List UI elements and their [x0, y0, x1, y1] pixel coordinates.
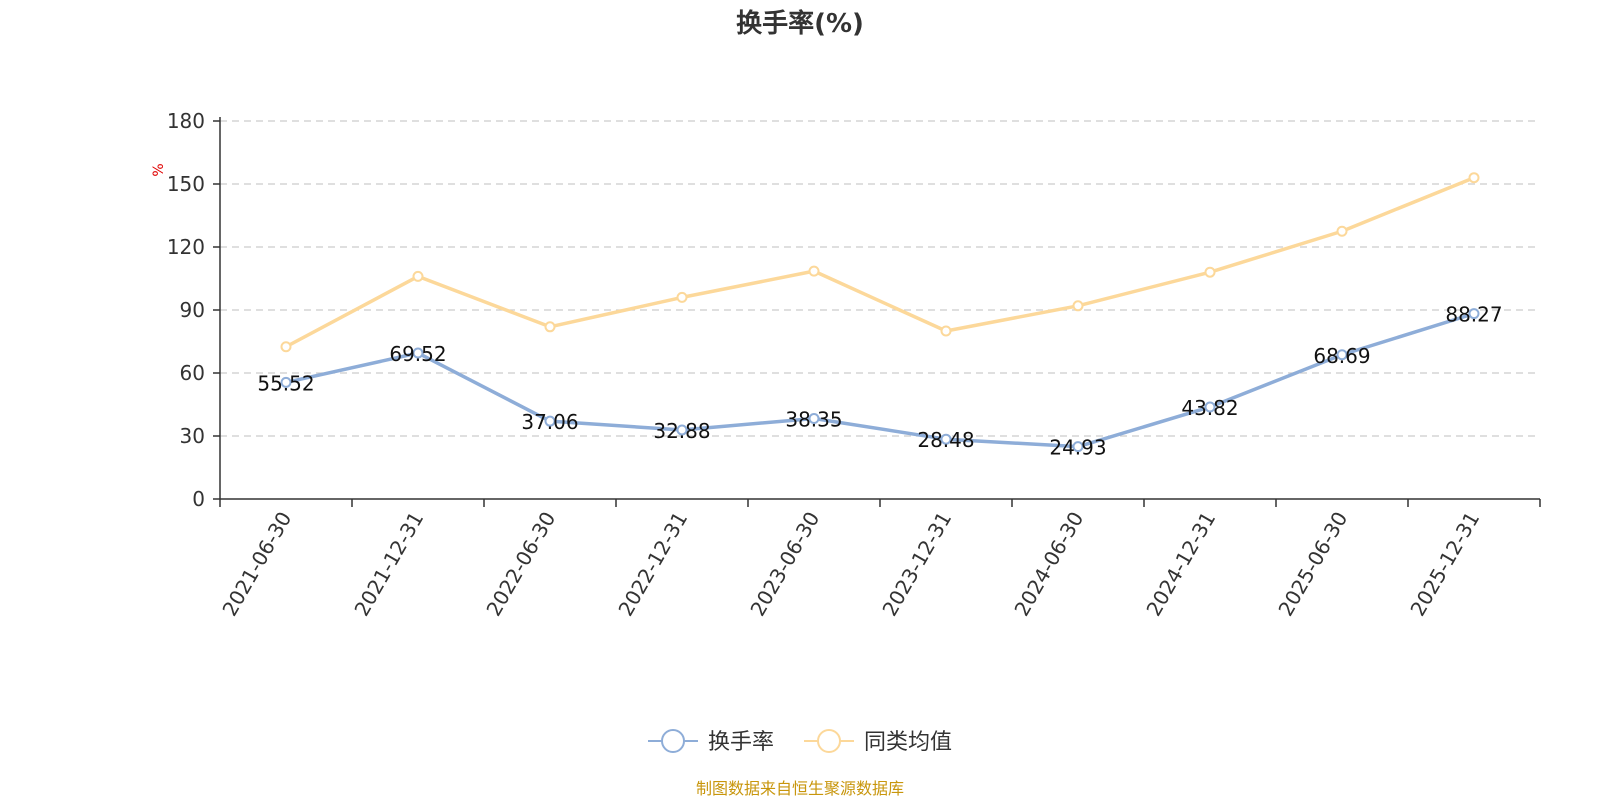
data-label: 88.27	[1445, 303, 1502, 327]
data-point	[940, 433, 952, 445]
data-label: 28.48	[917, 428, 974, 452]
data-point	[1204, 401, 1216, 413]
legend-label: 换手率	[708, 730, 774, 755]
axes	[219, 117, 1540, 500]
x-tick-label: 2025-12-31	[1405, 508, 1484, 621]
data-point	[544, 415, 556, 427]
data-point	[280, 376, 292, 388]
data-point	[544, 321, 556, 333]
data-point	[1336, 225, 1348, 237]
x-tick-label: 2022-12-31	[613, 508, 692, 621]
data-label: 43.82	[1181, 396, 1238, 420]
legend-label: 同类均值	[864, 730, 952, 755]
series-1-labels: 55.52 69.52 37.06 32.88 38.35 28.48 24.93 43.82…	[257, 303, 1502, 460]
series-group: 55.52 69.52 37.06 32.88 38.35 28.48 24.93 43.82…	[257, 172, 1503, 460]
y-tick-label: 30	[180, 424, 205, 448]
legend-marker	[661, 729, 685, 753]
data-point	[676, 291, 688, 303]
data-label: 37.06	[521, 410, 578, 434]
series-line	[284, 311, 1476, 449]
data-label: 68.69	[1313, 344, 1370, 368]
data-point	[1072, 300, 1084, 312]
x-tick-label: 2021-12-31	[349, 508, 428, 621]
legend-marker	[817, 729, 841, 753]
data-point	[1204, 266, 1216, 278]
x-tick-label: 2024-06-30	[1009, 508, 1088, 621]
data-point	[808, 265, 820, 277]
data-label: 69.52	[389, 342, 446, 366]
x-tick-label: 2021-06-30	[217, 508, 296, 621]
y-axis-unit: %	[151, 163, 167, 176]
data-point	[280, 341, 292, 353]
data-label: 32.88	[653, 419, 710, 443]
grid-lines	[220, 120, 1540, 437]
legend-item-2: 同类均值	[804, 729, 952, 755]
data-point	[940, 325, 952, 337]
data-point	[676, 424, 688, 436]
y-tick-label: 0	[192, 487, 205, 511]
x-tick-label: 2022-06-30	[481, 508, 560, 621]
legend: 换手率 同类均值	[648, 729, 952, 755]
legend-item-1: 换手率	[648, 729, 774, 755]
data-label: 24.93	[1049, 436, 1106, 460]
x-tick-label: 2024-12-31	[1141, 508, 1220, 621]
data-point	[412, 270, 424, 282]
y-axis-ticks: 0 30 60 90 120 150 180	[167, 109, 220, 511]
series-2	[280, 172, 1480, 353]
data-point	[1468, 172, 1480, 184]
y-tick-label: 90	[180, 298, 205, 322]
data-point	[1336, 349, 1348, 361]
series-line	[284, 175, 1476, 349]
chart-title: 换手率(%)	[736, 8, 864, 39]
x-tick-label: 2023-12-31	[877, 508, 956, 621]
y-tick-label: 150	[167, 172, 205, 196]
x-tick-label: 2025-06-30	[1273, 508, 1352, 621]
y-tick-label: 60	[180, 361, 205, 385]
x-axis-ticks: 2021-06-30 2021-12-31 2022-06-30 2022-12-31…	[217, 499, 1541, 621]
data-point	[412, 347, 424, 359]
x-tick-label: 2023-06-30	[745, 508, 824, 621]
y-tick-label: 120	[167, 235, 205, 259]
data-point	[1468, 308, 1480, 320]
data-label: 38.35	[785, 407, 842, 431]
source-note: 制图数据来自恒生聚源数据库	[696, 779, 904, 798]
data-point	[1072, 441, 1084, 453]
y-tick-label: 180	[167, 109, 205, 133]
series-1	[280, 308, 1480, 453]
data-label: 55.52	[257, 371, 314, 395]
data-point	[808, 412, 820, 424]
